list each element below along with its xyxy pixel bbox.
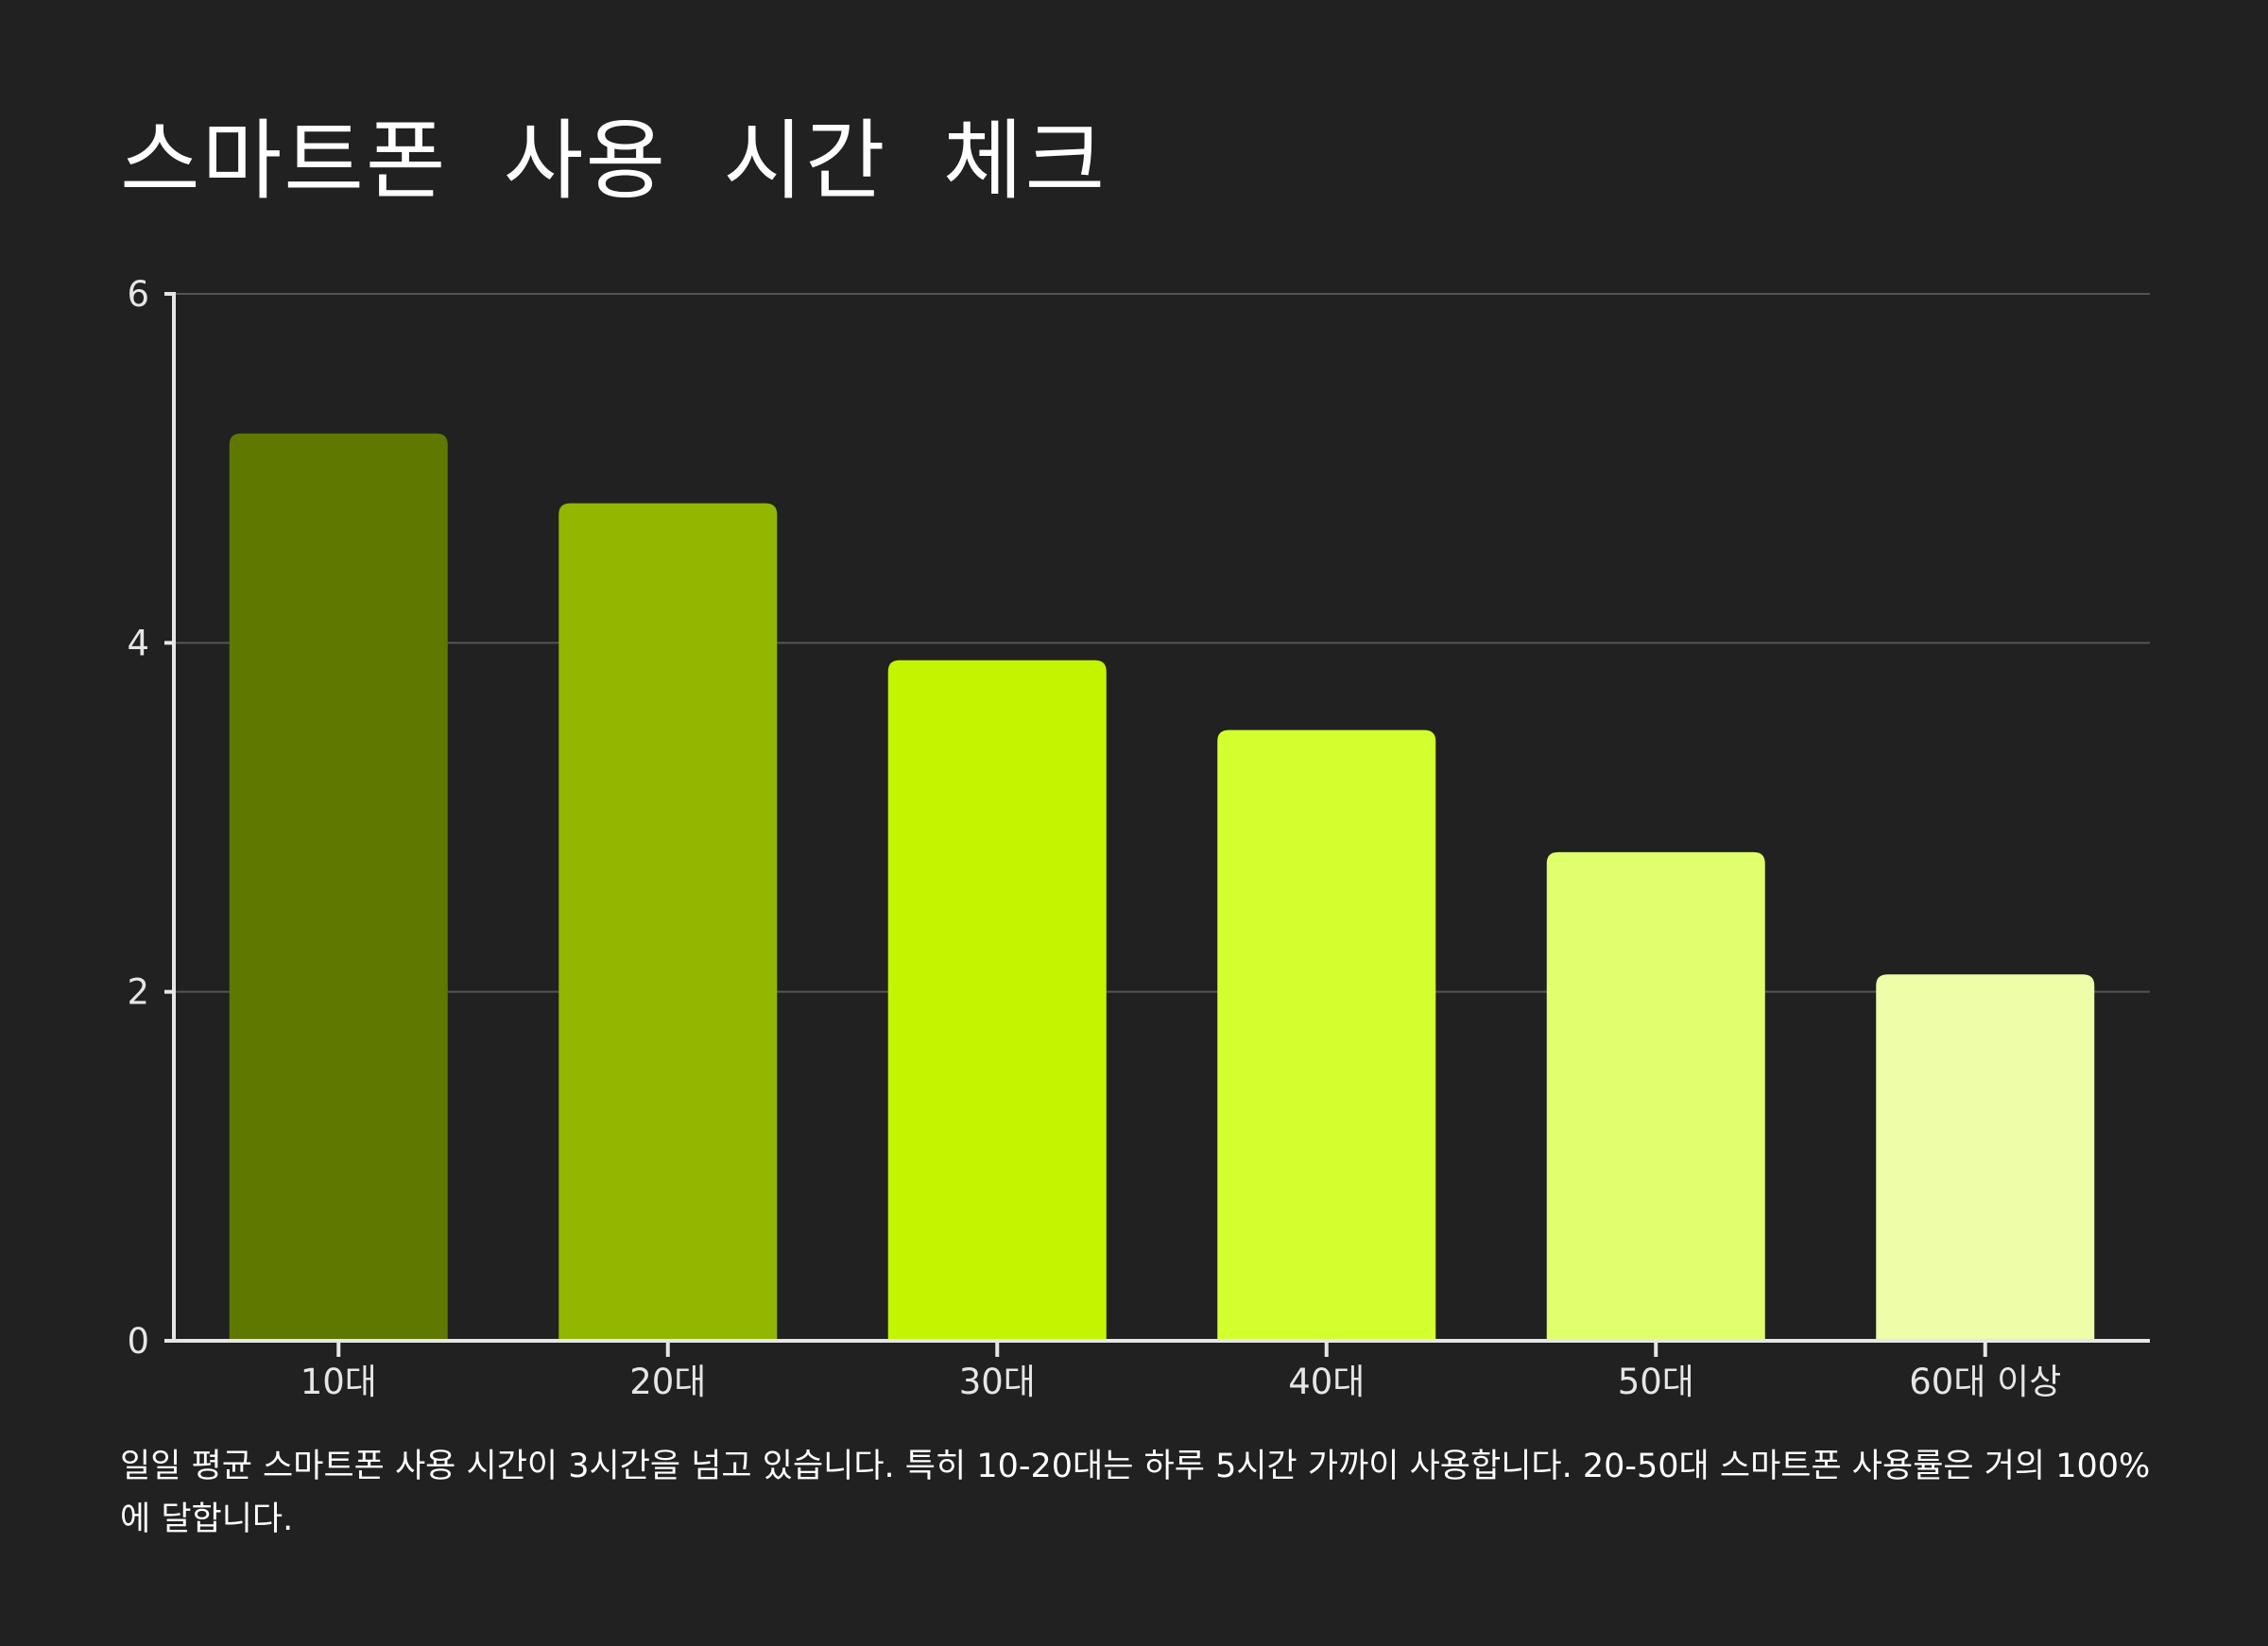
axes: [164, 292, 2150, 1357]
bar: [229, 433, 448, 1341]
y-tick-label: 0: [127, 1321, 149, 1362]
x-tick-label: 50대: [1618, 1362, 1694, 1402]
bar: [1217, 729, 1436, 1341]
chart-caption: 일일 평균 스마트폰 사용 시간이 3시간을 넘고 있습니다. 특히 10-20…: [120, 1448, 2151, 1538]
bar: [1876, 974, 2095, 1341]
bar: [558, 503, 778, 1341]
y-tick-label: 4: [127, 623, 149, 663]
x-tick-label: 30대: [959, 1362, 1036, 1402]
x-tick-label: 40대: [1288, 1362, 1365, 1402]
y-tick-label: 6: [127, 274, 149, 315]
bar: [887, 660, 1107, 1341]
y-tick-label: 2: [127, 972, 149, 1013]
tick-labels: 0 2 4 6 10대 20대 30대 40대 50대 60대 이상: [127, 274, 2061, 1402]
x-tick-label: 20대: [629, 1362, 706, 1402]
x-tick-label: 10대: [301, 1362, 377, 1402]
x-tick-label: 60대 이상: [1909, 1362, 2061, 1402]
bars: [229, 433, 2095, 1341]
chart-title: 스마트폰 사용 시간 체크: [120, 111, 1108, 212]
grid-lines: [174, 293, 2150, 993]
bar: [1546, 851, 1765, 1341]
